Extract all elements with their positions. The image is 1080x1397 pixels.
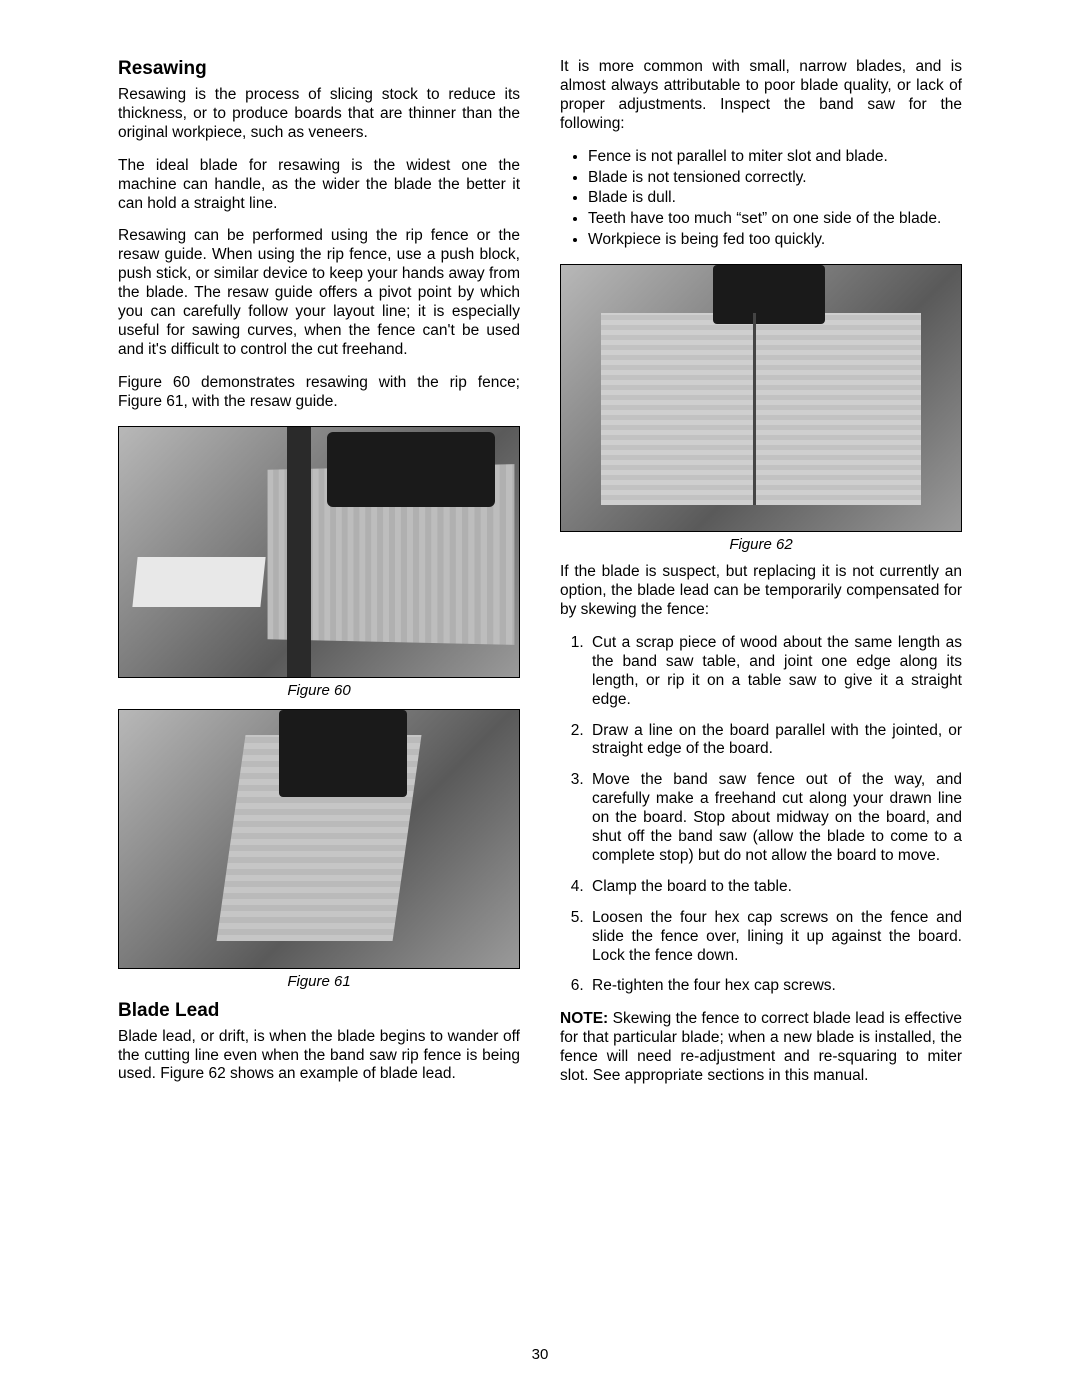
figure-62-caption: Figure 62 (560, 536, 962, 553)
figure-61-image (118, 709, 520, 969)
figure-61: Figure 61 (118, 709, 520, 990)
bullet-item: Blade is not tensioned correctly. (588, 169, 962, 188)
figure-62: Figure 62 (560, 264, 962, 553)
figure-62-kerf-shape (753, 313, 756, 505)
note-label: NOTE: (560, 1010, 608, 1027)
two-column-layout: Resawing Resawing is the process of slic… (118, 58, 962, 1100)
skew-steps-list: Cut a scrap piece of wood about the same… (560, 634, 962, 997)
note-text: Skewing the fence to correct blade lead … (560, 1010, 962, 1084)
figure-61-mechanism-shape (279, 710, 407, 798)
para-blade-lead-1: Blade lead, or drift, is when the blade … (118, 1028, 520, 1085)
note-paragraph: NOTE: Skewing the fence to correct blade… (560, 1010, 962, 1086)
step-item: Move the band saw fence out of the way, … (588, 771, 962, 866)
para-resawing-1: Resawing is the process of slicing stock… (118, 86, 520, 143)
step-item: Re-tighten the four hex cap screws. (588, 977, 962, 996)
step-item: Loosen the four hex cap screws on the fe… (588, 909, 962, 966)
bullet-item: Fence is not parallel to miter slot and … (588, 148, 962, 167)
left-column: Resawing Resawing is the process of slic… (118, 58, 520, 1100)
step-item: Clamp the board to the table. (588, 878, 962, 897)
figure-60-image (118, 426, 520, 678)
para-resawing-4: Figure 60 demonstrates resawing with the… (118, 374, 520, 412)
figure-62-mechanism-shape (713, 265, 825, 324)
heading-resawing: Resawing (118, 58, 520, 80)
page-number: 30 (0, 1346, 1080, 1363)
figure-60-mechanism-shape (327, 432, 495, 507)
causes-bullet-list: Fence is not parallel to miter slot and … (560, 148, 962, 251)
step-item: Draw a line on the board parallel with t… (588, 722, 962, 760)
para-resawing-3: Resawing can be performed using the rip … (118, 227, 520, 359)
figure-61-caption: Figure 61 (118, 973, 520, 990)
right-column: It is more common with small, narrow bla… (560, 58, 962, 1100)
bullet-item: Workpiece is being fed too quickly. (588, 231, 962, 250)
manual-page: Resawing Resawing is the process of slic… (0, 0, 1080, 1397)
para-causes-intro: It is more common with small, narrow bla… (560, 58, 962, 134)
step-item: Cut a scrap piece of wood about the same… (588, 634, 962, 710)
heading-blade-lead: Blade Lead (118, 1000, 520, 1022)
para-resawing-2: The ideal blade for resawing is the wide… (118, 157, 520, 214)
para-skew-intro: If the blade is suspect, but replacing i… (560, 563, 962, 620)
bullet-item: Blade is dull. (588, 189, 962, 208)
bullet-item: Teeth have too much “set” on one side of… (588, 210, 962, 229)
figure-62-image (560, 264, 962, 532)
figure-60: Figure 60 (118, 426, 520, 699)
figure-60-caption: Figure 60 (118, 682, 520, 699)
